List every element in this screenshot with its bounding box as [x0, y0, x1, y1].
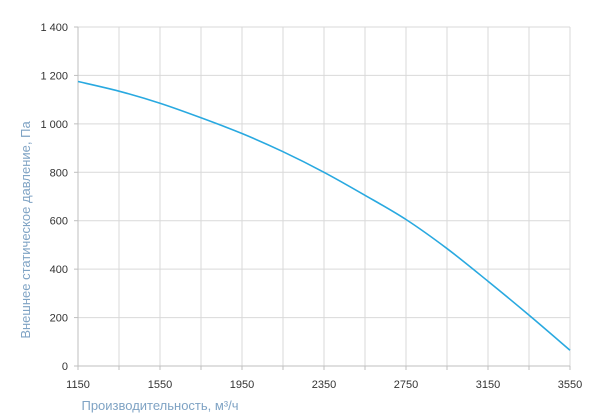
y-tick-label: 200	[50, 313, 68, 325]
y-axis-title: Внешнее статическое давление, Па	[18, 121, 33, 339]
axes	[74, 26, 571, 370]
y-tick-labels: 0 200 400 600 800 1 000 1 200 1 400	[40, 22, 68, 373]
x-tick-labels: 1150 1550 1950 2350 2750 3150 3550	[66, 379, 582, 391]
series-line	[77, 80, 571, 351]
x-tick-label: 2750	[394, 379, 418, 391]
series	[77, 80, 571, 351]
y-tick-label: 1 200	[40, 70, 68, 82]
y-tick-label: 1 400	[40, 22, 68, 34]
grid	[78, 26, 571, 366]
y-tick-label: 600	[50, 216, 68, 228]
x-axis-title: Производительность, м³/ч	[81, 398, 238, 413]
x-tick-label: 3150	[476, 379, 500, 391]
x-tick-label: 3550	[558, 379, 582, 391]
y-tick-label: 400	[50, 264, 68, 276]
x-tick-label: 1950	[230, 379, 254, 391]
x-tick-label: 1550	[148, 379, 172, 391]
x-tick-label: 2350	[312, 379, 336, 391]
y-tick-label: 800	[50, 167, 68, 179]
y-tick-label: 0	[62, 361, 68, 373]
x-tick-label: 1150	[66, 379, 90, 391]
y-tick-label: 1 000	[40, 119, 68, 131]
